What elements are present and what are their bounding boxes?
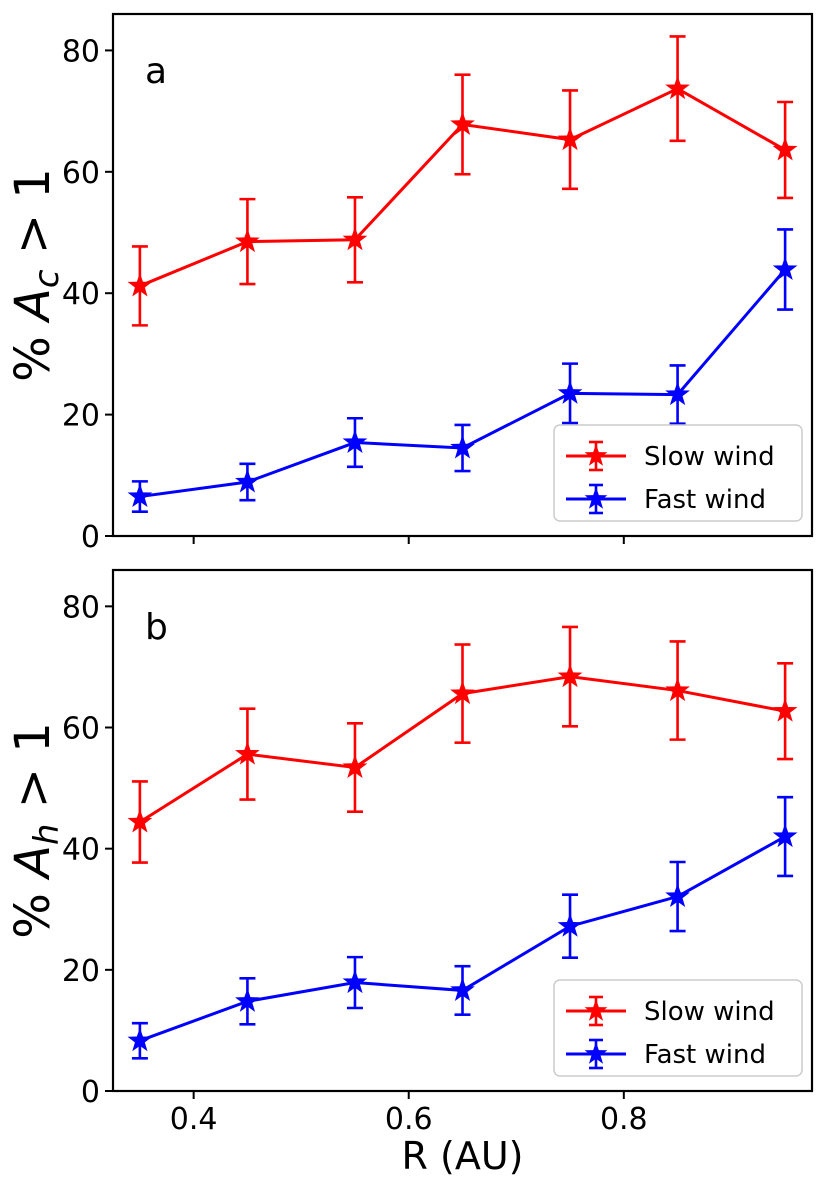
data-point xyxy=(342,226,368,251)
y-tick-label: 40 xyxy=(62,277,100,312)
legend-label: Slow wind xyxy=(644,442,775,472)
legend-label: Slow wind xyxy=(644,997,775,1027)
y-axis-label: % Ah > 1 xyxy=(5,722,67,939)
data-point xyxy=(450,111,475,135)
x-tick-label: 0.8 xyxy=(600,1102,648,1137)
data-point xyxy=(665,381,690,406)
data-point xyxy=(557,663,583,688)
legend-box xyxy=(553,979,803,1077)
data-point xyxy=(342,969,368,994)
data-point xyxy=(342,429,368,454)
data-point xyxy=(127,272,153,297)
panel-b: 0 20 40 60 80 0.4 0.6 0.8 b % Ah > 1 R (AU) Slow wi… xyxy=(5,568,814,1178)
data-point xyxy=(665,75,690,100)
legend-label: Fast wind xyxy=(644,485,766,515)
y-tick-label: 60 xyxy=(62,712,100,747)
data-point xyxy=(235,741,260,765)
x-axis-label: R (AU) xyxy=(402,1134,524,1178)
x-tick-label: 0.4 xyxy=(170,1102,218,1137)
data-point xyxy=(665,677,690,702)
axes-frame xyxy=(111,12,814,538)
legend-marker xyxy=(584,999,608,1021)
data-point xyxy=(772,136,798,161)
data-point xyxy=(772,698,798,722)
data-point xyxy=(127,483,153,508)
y-tick-label: 80 xyxy=(62,34,100,69)
y-tick-label: 40 xyxy=(62,833,100,868)
data-point xyxy=(235,468,260,493)
data-point xyxy=(772,823,798,848)
data-point xyxy=(450,434,475,459)
data-point xyxy=(772,256,798,281)
panel-a: 0 20 40 60 80 a % Ac > 1 Slow wind Fast wind xyxy=(5,12,814,555)
legend: Slow wind Fast wind xyxy=(553,424,803,522)
panel-label: b xyxy=(145,607,168,648)
y-tick-label: 60 xyxy=(62,156,100,191)
y-tick-label: 20 xyxy=(62,399,100,434)
legend-label: Fast wind xyxy=(644,1040,766,1070)
legend-marker xyxy=(584,487,608,509)
y-axis-label: % Ac > 1 xyxy=(5,168,67,382)
data-point xyxy=(127,1027,153,1052)
series-fast-wind xyxy=(127,795,798,1060)
legend: Slow wind Fast wind xyxy=(553,979,803,1077)
y-tick-label: 0 xyxy=(81,520,100,555)
data-point xyxy=(127,809,153,833)
legend-marker xyxy=(584,444,608,466)
series-slow-wind xyxy=(127,625,798,864)
x-tick-label: 0.6 xyxy=(385,1102,433,1137)
panel-label: a xyxy=(145,51,167,92)
legend-marker xyxy=(584,1042,608,1064)
data-point xyxy=(557,913,583,937)
data-point xyxy=(665,883,690,908)
y-tick-label: 0 xyxy=(81,1075,100,1110)
series-slow-wind xyxy=(127,35,798,327)
data-point xyxy=(450,977,475,1001)
y-tick-label: 20 xyxy=(62,954,100,989)
data-point xyxy=(342,754,368,779)
series-fast-wind xyxy=(127,228,798,514)
data-point xyxy=(235,988,260,1012)
data-point xyxy=(235,228,260,253)
data-point xyxy=(557,380,583,404)
data-point xyxy=(450,680,475,705)
axes-frame xyxy=(111,568,814,1093)
data-point xyxy=(557,126,583,151)
legend-box xyxy=(553,424,803,522)
y-tick-label: 80 xyxy=(62,590,100,625)
